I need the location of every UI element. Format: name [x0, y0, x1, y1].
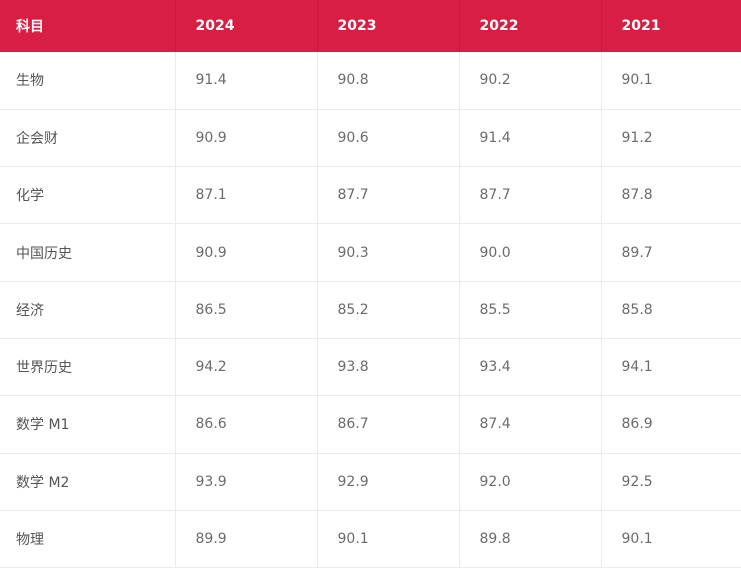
value-cell: 91.2 — [601, 109, 741, 168]
value-cell: 90.9 — [175, 223, 318, 282]
subject-cell: 数学 M2 — [0, 453, 176, 511]
value-cell: 90.8 — [317, 52, 460, 110]
value-cell: 90.1 — [601, 510, 741, 569]
value-cell: 86.7 — [317, 395, 460, 454]
value-cell: 92.5 — [601, 453, 741, 511]
value-cell: 90.9 — [175, 109, 318, 168]
value-cell: 92.0 — [459, 453, 602, 511]
value-cell: 90.0 — [459, 223, 602, 282]
value-cell: 89.7 — [601, 223, 741, 282]
table-row: 经济 86.5 85.2 85.5 85.8 — [0, 281, 741, 339]
value-cell: 93.8 — [317, 338, 460, 397]
header-year-2021: 2021 — [601, 0, 741, 52]
value-cell: 86.9 — [601, 395, 741, 454]
value-cell: 85.5 — [459, 281, 602, 339]
value-cell: 93.9 — [175, 453, 318, 511]
value-cell: 87.4 — [459, 395, 602, 454]
value-cell: 90.1 — [601, 52, 741, 110]
subject-cell: 化学 — [0, 166, 176, 225]
table-row: 数学 M2 93.9 92.9 92.0 92.5 — [0, 453, 741, 511]
value-cell: 91.4 — [459, 109, 602, 168]
value-cell: 86.5 — [175, 281, 318, 339]
header-year-2023: 2023 — [317, 0, 460, 52]
table-row: 化学 87.1 87.7 87.7 87.8 — [0, 166, 741, 225]
subject-cell: 世界历史 — [0, 338, 176, 397]
table-row: 中国历史 90.9 90.3 90.0 89.7 — [0, 223, 741, 282]
value-cell: 87.7 — [317, 166, 460, 225]
subject-cell: 数学 M1 — [0, 395, 176, 454]
table-row: 生物 91.4 90.8 90.2 90.1 — [0, 52, 741, 110]
header-year-2022: 2022 — [459, 0, 602, 52]
value-cell: 94.2 — [175, 338, 318, 397]
subject-cell: 经济 — [0, 281, 176, 339]
table-header: 科目 2024 2023 2022 2021 — [0, 0, 741, 52]
table-row: 物理 89.9 90.1 89.8 90.1 — [0, 510, 741, 569]
value-cell: 85.8 — [601, 281, 741, 339]
value-cell: 89.9 — [175, 510, 318, 569]
subject-cell: 中国历史 — [0, 223, 176, 282]
table-body: 生物 91.4 90.8 90.2 90.1 企会财 90.9 90.6 91.… — [0, 52, 741, 569]
value-cell: 90.3 — [317, 223, 460, 282]
value-cell: 89.8 — [459, 510, 602, 569]
value-cell: 87.7 — [459, 166, 602, 225]
subject-cell: 企会财 — [0, 109, 176, 168]
value-cell: 90.1 — [317, 510, 460, 569]
header-subject: 科目 — [0, 0, 176, 52]
value-cell: 94.1 — [601, 338, 741, 397]
value-cell: 87.1 — [175, 166, 318, 225]
value-cell: 90.2 — [459, 52, 602, 110]
value-cell: 91.4 — [175, 52, 318, 110]
table-row: 企会财 90.9 90.6 91.4 91.2 — [0, 109, 741, 168]
table-row: 数学 M1 86.6 86.7 87.4 86.9 — [0, 395, 741, 454]
subject-cell: 物理 — [0, 510, 176, 569]
value-cell: 87.8 — [601, 166, 741, 225]
table-row: 世界历史 94.2 93.8 93.4 94.1 — [0, 338, 741, 397]
value-cell: 90.6 — [317, 109, 460, 168]
value-cell: 93.4 — [459, 338, 602, 397]
subject-cell: 生物 — [0, 52, 176, 110]
header-year-2024: 2024 — [175, 0, 318, 52]
header-row: 科目 2024 2023 2022 2021 — [0, 0, 741, 52]
value-cell: 85.2 — [317, 281, 460, 339]
value-cell: 86.6 — [175, 395, 318, 454]
value-cell: 92.9 — [317, 453, 460, 511]
